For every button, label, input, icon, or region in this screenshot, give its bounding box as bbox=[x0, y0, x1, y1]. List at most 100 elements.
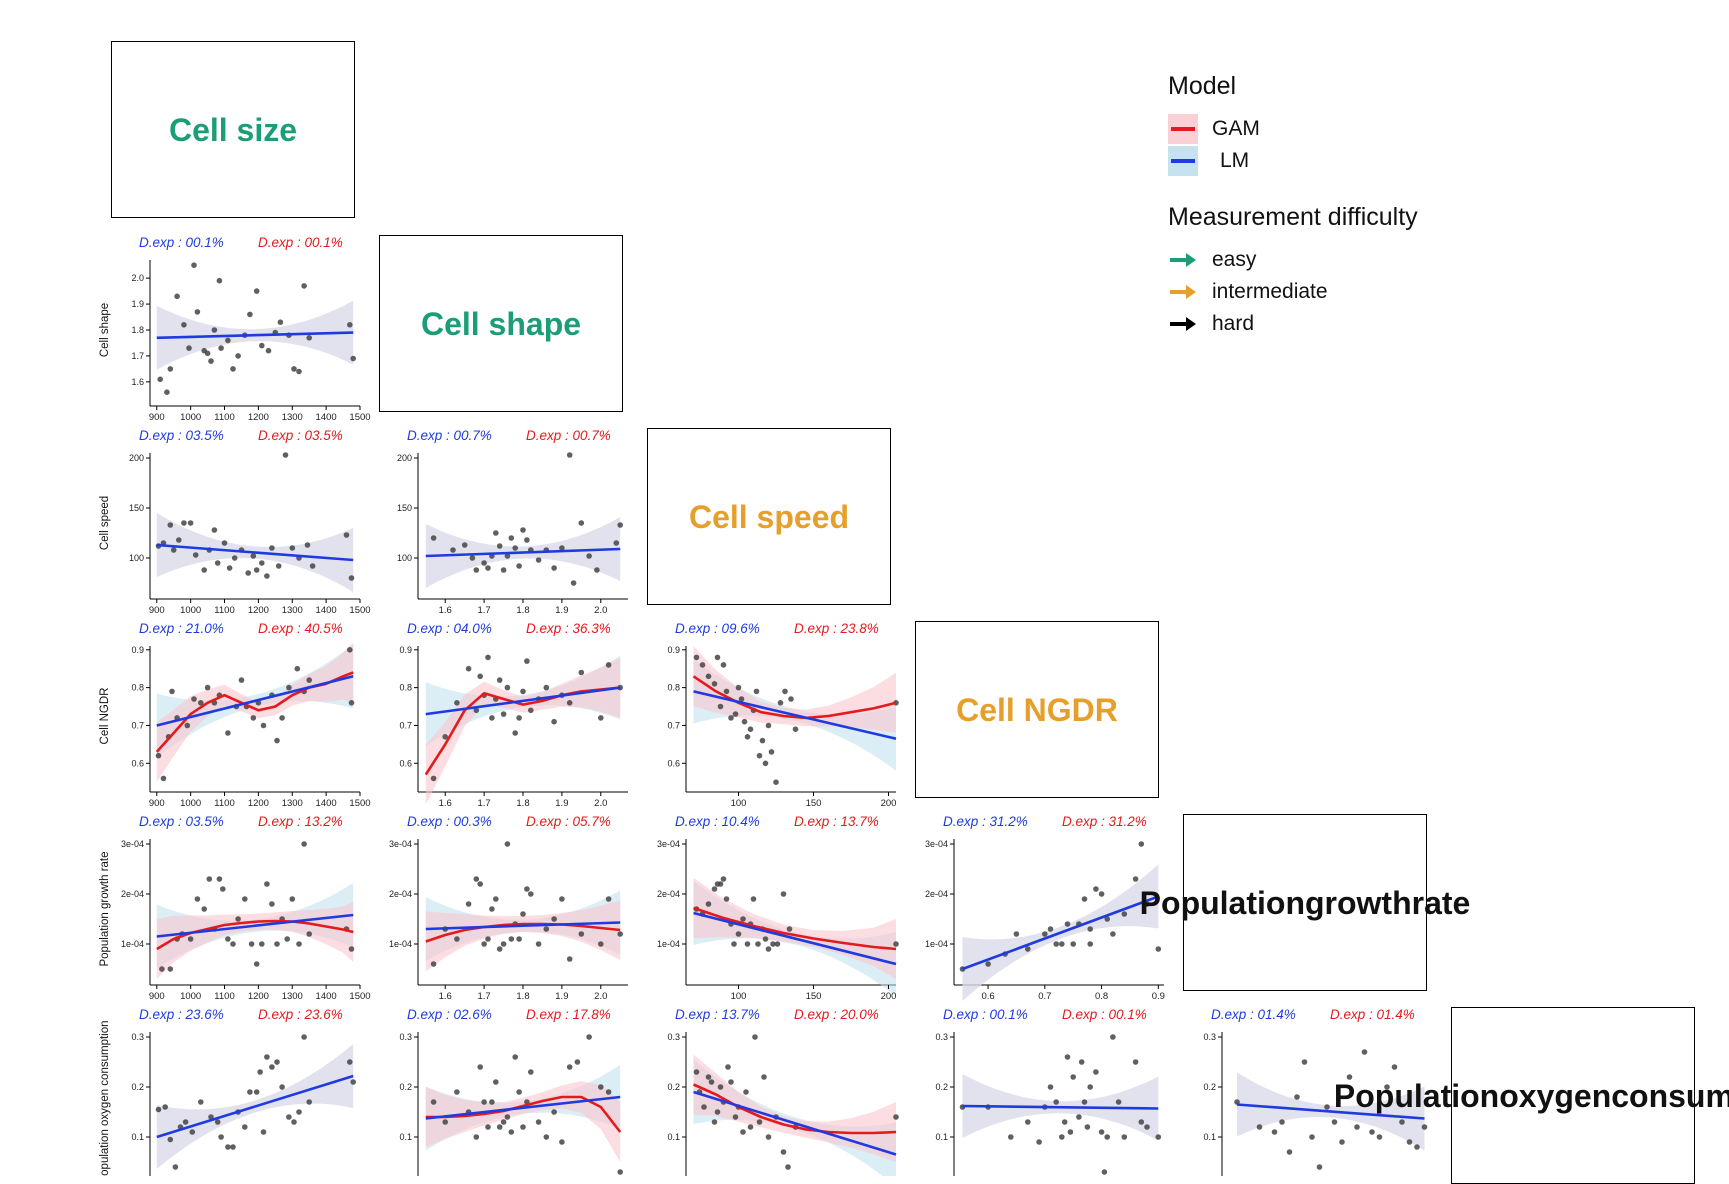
data-point bbox=[777, 700, 784, 706]
gam-dexp-label: D.exp : 31.2% bbox=[1062, 814, 1147, 829]
data-point bbox=[516, 1089, 522, 1095]
data-point bbox=[206, 876, 213, 882]
data-point bbox=[574, 1059, 581, 1065]
data-point bbox=[493, 896, 499, 902]
orange-arrow-icon bbox=[1170, 285, 1196, 299]
y-tick-label: 0.2 bbox=[131, 1082, 144, 1092]
data-point bbox=[259, 342, 265, 349]
data-point bbox=[1271, 1129, 1278, 1135]
lm-fit-line bbox=[156, 913, 354, 938]
data-point bbox=[520, 688, 526, 695]
data-point bbox=[301, 283, 307, 289]
data-point bbox=[720, 662, 727, 668]
diag-label-line: oxygen bbox=[1499, 1077, 1612, 1114]
data-point bbox=[279, 1084, 285, 1090]
lm-fit-line bbox=[693, 690, 897, 740]
lm-fit-line bbox=[425, 547, 621, 558]
lm-fit-line bbox=[156, 543, 354, 562]
data-point bbox=[167, 966, 174, 972]
data-point bbox=[260, 1129, 267, 1135]
data-point bbox=[159, 966, 165, 972]
x-tick-label: 200 bbox=[881, 991, 897, 1002]
data-point bbox=[286, 1114, 292, 1120]
data-point bbox=[750, 896, 757, 902]
x-tick-label: 2.0 bbox=[594, 991, 607, 1002]
data-point bbox=[785, 1164, 791, 1170]
data-point bbox=[598, 941, 604, 947]
data-point bbox=[306, 1099, 313, 1105]
data-point bbox=[504, 841, 511, 847]
data-point bbox=[1286, 1149, 1293, 1155]
data-point bbox=[728, 715, 734, 721]
y-tick-label: 100 bbox=[397, 553, 412, 563]
data-point bbox=[725, 1064, 731, 1070]
data-point bbox=[296, 941, 302, 947]
y-tick-label: 0.3 bbox=[131, 1032, 144, 1042]
data-point bbox=[198, 1099, 204, 1105]
data-point bbox=[535, 941, 542, 947]
y-tick-label: 200 bbox=[397, 453, 412, 463]
y-tick-label: 0.9 bbox=[131, 645, 144, 655]
lm-fit-line bbox=[693, 1090, 897, 1156]
lm-dexp-label: D.exp : 03.5% bbox=[139, 428, 224, 443]
data-point bbox=[477, 881, 484, 887]
data-point bbox=[985, 961, 991, 967]
data-point bbox=[350, 355, 357, 362]
data-point bbox=[242, 1124, 248, 1130]
legend-label-gam: GAM bbox=[1212, 117, 1260, 140]
data-point bbox=[259, 560, 265, 566]
data-point bbox=[1081, 896, 1088, 902]
data-point bbox=[578, 931, 585, 937]
data-point bbox=[543, 684, 550, 691]
gam-fit-line bbox=[692, 1083, 897, 1135]
data-point bbox=[167, 522, 174, 528]
data-point bbox=[348, 946, 355, 952]
data-point bbox=[720, 876, 727, 882]
data-point bbox=[701, 1104, 707, 1110]
legend-item-gam: GAM bbox=[1168, 113, 1418, 145]
data-point bbox=[1121, 911, 1128, 917]
x-tick-label: 1200 bbox=[248, 412, 269, 423]
data-point bbox=[1087, 941, 1093, 947]
y-tick-label: 150 bbox=[397, 503, 412, 513]
data-point bbox=[535, 557, 542, 563]
data-point bbox=[500, 711, 507, 717]
data-point bbox=[242, 896, 248, 902]
data-point bbox=[759, 737, 766, 744]
data-point bbox=[191, 696, 197, 702]
x-tick-label: 1.9 bbox=[555, 798, 568, 809]
data-point bbox=[226, 565, 233, 571]
data-point bbox=[225, 730, 231, 736]
data-point bbox=[155, 752, 162, 759]
gam-dexp-label: D.exp : 17.8% bbox=[526, 1007, 611, 1022]
data-point bbox=[442, 734, 449, 740]
data-point bbox=[220, 886, 226, 892]
lm-key-icon bbox=[1168, 146, 1198, 176]
data-point bbox=[559, 1139, 565, 1145]
y-axis-title: Cell speed bbox=[99, 496, 111, 550]
data-point bbox=[265, 347, 272, 354]
data-point bbox=[723, 688, 730, 695]
data-point bbox=[225, 337, 231, 344]
x-tick-label: 900 bbox=[149, 605, 165, 616]
data-point bbox=[605, 662, 612, 668]
data-point bbox=[1098, 891, 1105, 897]
data-point bbox=[786, 926, 793, 932]
data-point bbox=[512, 545, 518, 551]
data-point bbox=[732, 1114, 739, 1120]
x-tick-label: 1100 bbox=[214, 991, 234, 1002]
y-tick-label: 1.6 bbox=[131, 377, 144, 387]
data-point bbox=[717, 703, 724, 710]
data-point bbox=[198, 700, 204, 706]
data-point bbox=[1087, 926, 1093, 932]
data-point bbox=[230, 941, 236, 947]
data-point bbox=[893, 1114, 899, 1120]
y-tick-label: 2e-04 bbox=[389, 889, 412, 899]
data-point bbox=[1294, 1094, 1300, 1100]
data-point bbox=[442, 1119, 449, 1125]
data-point bbox=[551, 1109, 557, 1115]
data-point bbox=[485, 936, 491, 942]
panel-3: D.exp : 00.7% D.exp : 00.7% 1.6 1.7 1.8 1.9 2.… bbox=[397, 428, 628, 616]
diag-label-line: Cell NGDR bbox=[956, 691, 1118, 728]
